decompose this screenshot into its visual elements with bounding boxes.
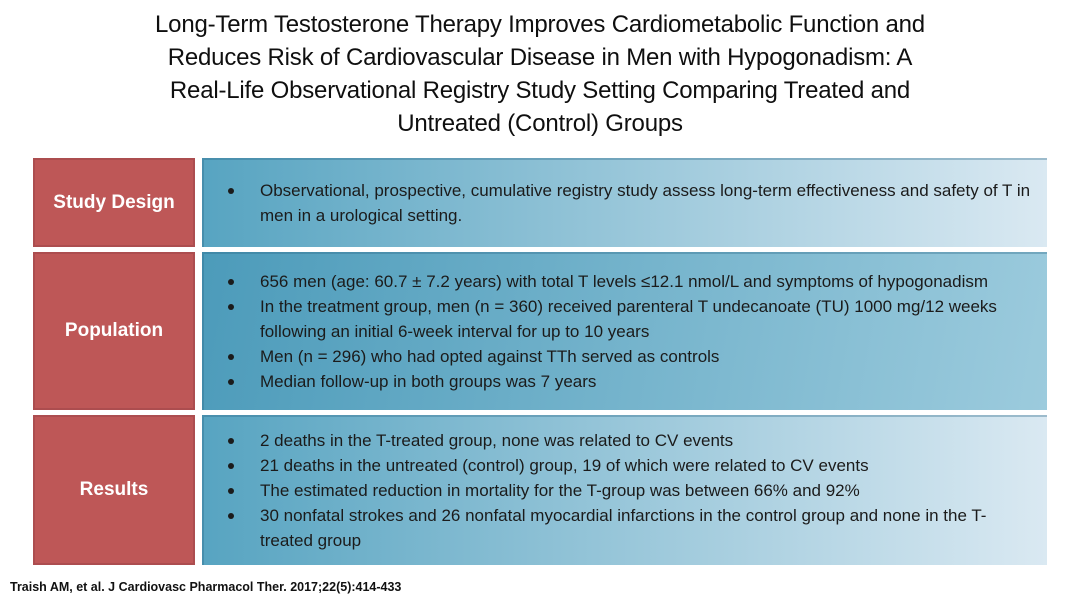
bullet-item: The estimated reduction in mortality for… — [227, 478, 1035, 503]
slide-title-line: Real-Life Observational Registry Study S… — [169, 77, 911, 104]
row-content-cell: 656 men (age: 60.7 ± 7.2 years) with tot… — [202, 252, 1047, 410]
slide-title-line: Long-Term Testosterone Therapy Improves … — [155, 11, 925, 38]
bullet-item: In the treatment group, men (n = 360) re… — [227, 294, 1035, 344]
table-row: Study Design Observational, prospective, … — [33, 158, 1047, 247]
row-content-cell: 2 deaths in the T-treated group, none wa… — [202, 415, 1047, 565]
table-row: Results 2 deaths in the T-treated group, … — [33, 415, 1047, 565]
slide-title-line: Reduces Risk of Cardiovascular Disease i… — [167, 44, 913, 71]
bullet-item: 30 nonfatal strokes and 26 nonfatal myoc… — [227, 503, 1035, 553]
row-header-population: Population — [33, 252, 195, 410]
study-summary-table: Study Design Observational, prospective, … — [33, 158, 1047, 570]
bullet-item: Median follow-up in both groups was 7 ye… — [227, 369, 1035, 394]
bullet-item: 656 men (age: 60.7 ± 7.2 years) with tot… — [227, 269, 1035, 294]
bullet-item: Observational, prospective, cumulative r… — [227, 178, 1035, 228]
bullet-item: 2 deaths in the T-treated group, none wa… — [227, 428, 1035, 453]
row-header-results: Results — [33, 415, 195, 565]
row-content-cell: Observational, prospective, cumulative r… — [202, 158, 1047, 247]
slide-title: Long-Term Testosterone Therapy Improves … — [0, 8, 1080, 140]
citation: Traish AM, et al. J Cardiovasc Pharmacol… — [10, 580, 402, 594]
table-row: Population 656 men (age: 60.7 ± 7.2 years… — [33, 252, 1047, 410]
row-header-study-design: Study Design — [33, 158, 195, 247]
bullet-list: 2 deaths in the T-treated group, none wa… — [202, 428, 1035, 553]
bullet-list: Observational, prospective, cumulative r… — [202, 178, 1035, 228]
bullet-item: 21 deaths in the untreated (control) gro… — [227, 453, 1035, 478]
bullet-item: Men (n = 296) who had opted against TTh … — [227, 344, 1035, 369]
slide-title-line: Untreated (Control) Groups — [397, 110, 683, 137]
bullet-list: 656 men (age: 60.7 ± 7.2 years) with tot… — [202, 269, 1035, 394]
